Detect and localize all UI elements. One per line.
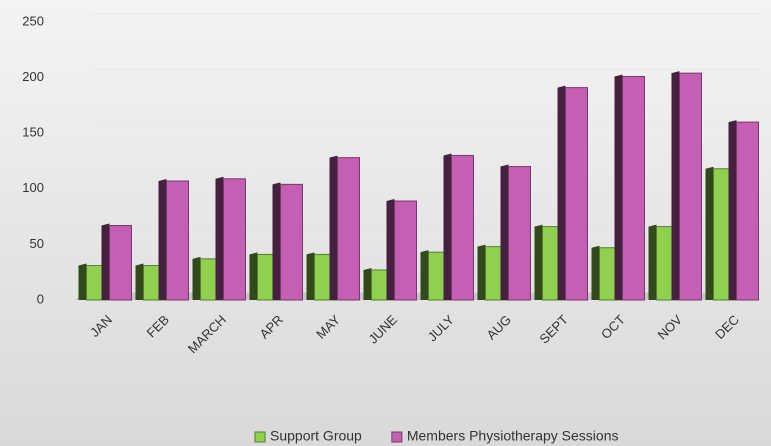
- bar-side: [671, 71, 680, 300]
- y-tick-label: 0: [37, 291, 44, 306]
- bar: [565, 87, 588, 301]
- bar: [679, 72, 702, 301]
- legend-swatch: [391, 431, 403, 443]
- bar-side: [78, 263, 87, 300]
- bar: [622, 75, 645, 301]
- bar-side: [249, 252, 258, 300]
- y-tick-label: 150: [22, 125, 44, 140]
- bar-side: [443, 153, 452, 300]
- y-tick-label: 50: [30, 236, 44, 251]
- y-tick-label: 200: [22, 69, 44, 84]
- bar: [394, 200, 417, 301]
- bar-side: [272, 182, 281, 300]
- bar-side: [135, 263, 144, 300]
- bar-side: [648, 224, 657, 300]
- y-tick-label: 100: [22, 180, 44, 195]
- bar: [280, 183, 303, 301]
- bar: [337, 157, 360, 301]
- bar: [166, 180, 189, 301]
- bar-side: [158, 179, 167, 300]
- bar-side: [591, 245, 600, 300]
- bar-side: [101, 223, 110, 300]
- bar-side: [215, 176, 224, 300]
- legend-label: Support Group: [270, 428, 362, 444]
- bar-side: [306, 252, 315, 300]
- bar: [451, 154, 474, 301]
- bar-side: [728, 120, 737, 300]
- bar-side: [363, 267, 372, 300]
- bar-side: [705, 166, 714, 300]
- legend-label: Members Physiotherapy Sessions: [407, 428, 619, 444]
- y-tick-label: 250: [22, 13, 44, 28]
- bar-side: [192, 256, 201, 300]
- bar-side: [500, 164, 509, 300]
- bar: [109, 224, 132, 301]
- bar: [508, 166, 531, 301]
- bar: [736, 121, 759, 301]
- floor: [75, 292, 760, 300]
- bar-side: [329, 155, 338, 300]
- bar-side: [534, 224, 543, 300]
- bar-side: [477, 244, 486, 300]
- bar-side: [420, 250, 429, 300]
- bar-side: [614, 74, 623, 300]
- bar-side: [557, 85, 566, 300]
- bar: [223, 178, 246, 301]
- bar-side: [386, 199, 395, 300]
- legend-swatch: [254, 431, 266, 443]
